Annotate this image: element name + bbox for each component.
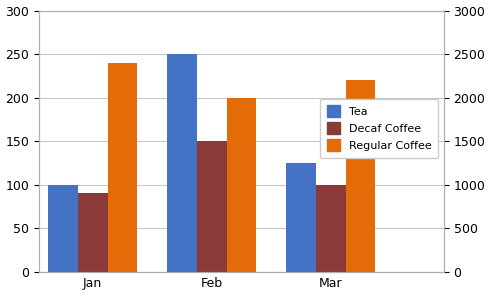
Bar: [108, 63, 137, 272]
Bar: [48, 185, 78, 272]
Bar: [197, 141, 227, 272]
Bar: [286, 163, 316, 272]
Bar: [167, 54, 197, 272]
Bar: [316, 185, 346, 272]
Legend: Tea, Decaf Coffee, Regular Coffee: Tea, Decaf Coffee, Regular Coffee: [320, 99, 438, 157]
Bar: [78, 194, 108, 272]
Bar: [227, 98, 256, 272]
Bar: [346, 80, 376, 272]
